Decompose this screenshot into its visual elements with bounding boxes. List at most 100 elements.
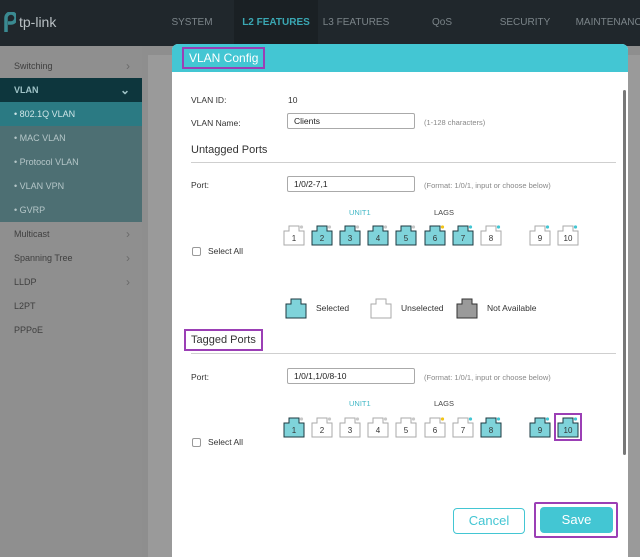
- untagged-port-1[interactable]: 1: [283, 224, 305, 246]
- svg-text:4: 4: [376, 426, 381, 435]
- tagged-select-all-label: Select All: [208, 437, 243, 447]
- legend-selected-label: Selected: [316, 303, 350, 313]
- untagged-port-4[interactable]: 4: [367, 224, 389, 246]
- untagged-port-8[interactable]: 8: [480, 224, 502, 246]
- lags-label: LAGS: [434, 399, 455, 408]
- chevron-right-icon: ›: [126, 59, 130, 73]
- nav-security[interactable]: SECURITY: [499, 17, 551, 28]
- svg-text:9: 9: [538, 426, 543, 435]
- chevron-down-icon: ⌄: [119, 83, 130, 97]
- svg-text:8: 8: [489, 426, 494, 435]
- tagged-port-1[interactable]: 1: [283, 416, 305, 438]
- chevron-right-icon: ›: [126, 251, 130, 265]
- save-highlight: [534, 502, 618, 538]
- legend-unselected-label: Unselected: [401, 303, 444, 313]
- unit1-label: UNIT1: [349, 208, 371, 217]
- svg-text:3: 3: [348, 234, 353, 243]
- svg-text:4: 4: [376, 234, 381, 243]
- untagged-port-3[interactable]: 3: [339, 224, 361, 246]
- legend-unselected-icon: [370, 297, 392, 319]
- tagged-port-4[interactable]: 4: [367, 416, 389, 438]
- sidebar-item-multicast[interactable]: Multicast ›: [0, 222, 142, 246]
- svg-text:7: 7: [461, 234, 466, 243]
- cancel-button[interactable]: Cancel: [453, 508, 525, 534]
- sidebar-item-pppoe[interactable]: PPPoE: [14, 325, 44, 335]
- sidebar-item-switching[interactable]: Switching ›: [0, 54, 142, 78]
- legend-selected-icon: [285, 297, 307, 319]
- legend-not-available-label: Not Available: [487, 303, 537, 313]
- vlan-name-hint: (1-128 characters): [424, 118, 486, 127]
- nav-qos[interactable]: QoS: [431, 17, 452, 28]
- tagged-port-6[interactable]: 6: [424, 416, 446, 438]
- label: Spanning Tree: [14, 253, 73, 263]
- untagged-port-10[interactable]: 10: [557, 224, 579, 246]
- sidebar-item-lldp[interactable]: LLDP ›: [0, 270, 142, 294]
- sidebar-item-mac-vlan[interactable]: • MAC VLAN: [0, 126, 142, 150]
- legend-not-available-icon: [456, 297, 478, 319]
- svg-text:7: 7: [461, 426, 466, 435]
- nav-l2-features[interactable]: L2 FEATURES: [234, 0, 318, 46]
- svg-text:3: 3: [348, 426, 353, 435]
- untagged-port-hint: (Format: 1/0/1, input or choose below): [424, 181, 551, 190]
- lags-label: LAGS: [434, 208, 455, 217]
- sidebar-item-l2pt[interactable]: L2PT: [14, 301, 36, 311]
- svg-text:1: 1: [292, 234, 297, 243]
- tagged-select-all-checkbox[interactable]: [192, 438, 201, 447]
- tagged-ports-title: Tagged Ports: [184, 329, 263, 351]
- tagged-port-label: Port:: [191, 372, 209, 382]
- svg-text:6: 6: [433, 234, 438, 243]
- brand-name: tp-link: [19, 14, 57, 30]
- svg-text:10: 10: [564, 234, 573, 243]
- chevron-right-icon: ›: [126, 227, 130, 241]
- tagged-port-2[interactable]: 2: [311, 416, 333, 438]
- sidebar-item-vlan-vpn[interactable]: • VLAN VPN: [0, 174, 142, 198]
- untagged-port-2[interactable]: 2: [311, 224, 333, 246]
- sidebar-item-vlan[interactable]: VLAN ⌄: [0, 78, 142, 102]
- untagged-port-6[interactable]: 6: [424, 224, 446, 246]
- untagged-port-7[interactable]: 7: [452, 224, 474, 246]
- untagged-port-input[interactable]: [287, 176, 415, 192]
- svg-text:10: 10: [564, 426, 573, 435]
- tp-link-logo[interactable]: tp-link: [2, 11, 57, 32]
- nav-l3-features[interactable]: L3 FEATURES: [322, 17, 390, 28]
- tagged-port-9[interactable]: 9: [529, 416, 551, 438]
- svg-text:1: 1: [292, 426, 297, 435]
- tagged-port-input[interactable]: [287, 368, 415, 384]
- vlan-config-dialog: VLAN Config VLAN ID: 10 VLAN Name: (1-12…: [172, 44, 628, 557]
- untagged-select-all-checkbox[interactable]: [192, 247, 201, 256]
- untagged-port-label: Port:: [191, 180, 209, 190]
- tagged-port-7[interactable]: 7: [452, 416, 474, 438]
- sidebar: Switching › VLAN ⌄ • 802.1Q VLAN • MAC VLA…: [0, 46, 142, 557]
- unit1-label: UNIT1: [349, 399, 371, 408]
- svg-text:6: 6: [433, 426, 438, 435]
- sidebar-item-8021q-vlan[interactable]: • 802.1Q VLAN: [0, 102, 142, 126]
- untagged-port-5[interactable]: 5: [395, 224, 417, 246]
- svg-text:5: 5: [404, 234, 409, 243]
- tagged-port-10[interactable]: 10: [554, 413, 582, 441]
- svg-text:5: 5: [404, 426, 409, 435]
- nav-maintenance[interactable]: MAINTENANCE: [575, 17, 640, 28]
- vlan-name-label: VLAN Name:: [191, 118, 241, 128]
- label: Switching: [14, 61, 53, 71]
- label: VLAN: [14, 85, 39, 95]
- tagged-port-3[interactable]: 3: [339, 416, 361, 438]
- dialog-header: VLAN Config: [172, 44, 628, 72]
- untagged-port-9[interactable]: 9: [529, 224, 551, 246]
- svg-text:2: 2: [320, 234, 325, 243]
- svg-text:2: 2: [320, 426, 325, 435]
- tagged-port-5[interactable]: 5: [395, 416, 417, 438]
- sidebar-item-spanning-tree[interactable]: Spanning Tree ›: [0, 246, 142, 270]
- vlan-name-input[interactable]: [287, 113, 415, 129]
- dialog-title: VLAN Config: [182, 47, 266, 69]
- vlan-id-value: 10: [288, 95, 298, 105]
- label: Multicast: [14, 229, 50, 239]
- tagged-port-hint: (Format: 1/0/1, input or choose below): [424, 373, 551, 382]
- scrollbar[interactable]: [623, 90, 626, 455]
- chevron-right-icon: ›: [126, 275, 130, 289]
- nav-system[interactable]: SYSTEM: [171, 17, 213, 28]
- save-button[interactable]: Save: [540, 507, 613, 533]
- svg-text:9: 9: [538, 234, 543, 243]
- sidebar-item-gvrp[interactable]: • GVRP: [0, 198, 142, 222]
- tagged-port-8[interactable]: 8: [480, 416, 502, 438]
- sidebar-item-protocol-vlan[interactable]: • Protocol VLAN: [0, 150, 142, 174]
